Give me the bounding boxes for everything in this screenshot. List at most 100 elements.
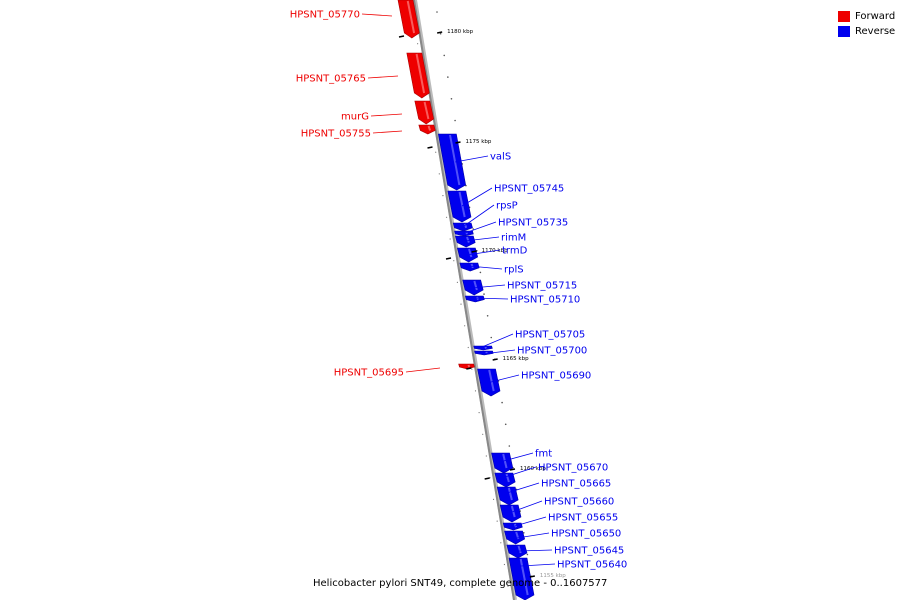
gene-label[interactable]: HPSNT_05765: [296, 74, 366, 85]
gene-arrow[interactable]: [491, 452, 514, 474]
gene-leader-line: [471, 284, 506, 289]
gene-label[interactable]: HPSNT_05735: [498, 218, 568, 229]
gene-label[interactable]: HPSNT_05670: [538, 463, 608, 474]
gene-label[interactable]: HPSNT_05660: [544, 497, 614, 508]
gene-label[interactable]: HPSNT_05745: [494, 184, 564, 195]
gene-highlight: [519, 558, 529, 596]
gene-arrow[interactable]: [473, 345, 493, 351]
gene-arrow[interactable]: [504, 530, 526, 545]
gene-label[interactable]: murG: [341, 112, 369, 123]
gene-arrow[interactable]: [459, 262, 480, 272]
gene-arrow[interactable]: [437, 133, 467, 191]
gene-highlight: [449, 134, 461, 186]
gene-label[interactable]: rplS: [504, 265, 524, 276]
forward-swatch: [838, 11, 850, 22]
tick-mark: [509, 468, 516, 471]
gene-highlight: [505, 473, 510, 483]
tick-mark: [455, 141, 461, 144]
tick-mark: [437, 31, 443, 34]
gene-label[interactable]: rpsP: [496, 201, 518, 212]
gene-arrow[interactable]: [464, 295, 485, 303]
gene-highlight: [415, 53, 426, 94]
gene-label[interactable]: HPSNT_05650: [551, 529, 621, 540]
minor-dot: [479, 271, 482, 274]
minor-dot: [482, 433, 484, 435]
gene-leader-line: [468, 265, 503, 270]
legend-forward: Forward: [838, 9, 895, 24]
gene-label[interactable]: HPSNT_05770: [290, 10, 360, 21]
gene-label[interactable]: HPSNT_05755: [301, 129, 371, 140]
gene-arrow[interactable]: [508, 557, 535, 600]
gene-arrow[interactable]: [452, 222, 473, 232]
gene-label[interactable]: HPSNT_05695: [334, 368, 404, 379]
minor-dot: [445, 216, 448, 218]
minor-dot: [460, 303, 462, 305]
tick-mark: [466, 367, 472, 370]
gene-label[interactable]: fmt: [535, 449, 552, 460]
tick-mark: [492, 358, 498, 361]
gene-arrow[interactable]: [506, 544, 528, 559]
tick-mark: [471, 250, 477, 253]
gene-arrow[interactable]: [499, 504, 522, 523]
minor-dot: [453, 260, 455, 262]
gene-leader-line: [454, 155, 489, 163]
gene-arrow[interactable]: [454, 235, 476, 248]
gene-arrow[interactable]: [474, 350, 494, 356]
minor-dot: [471, 368, 473, 370]
gene-arrow[interactable]: [494, 472, 516, 488]
minor-dot: [435, 151, 437, 153]
gene-leader-line: [514, 516, 547, 527]
gene-label[interactable]: HPSNT_05705: [515, 330, 585, 341]
minor-dot: [483, 293, 485, 295]
minor-dot: [500, 542, 502, 544]
gene-label[interactable]: HPSNT_05690: [521, 371, 591, 382]
minor-dot: [456, 281, 458, 283]
gene-arrow[interactable]: [447, 190, 472, 223]
minor-dot: [442, 195, 444, 197]
minor-dot: [490, 336, 493, 339]
gene-label[interactable]: trmD: [502, 246, 528, 257]
gene-highlight: [466, 236, 470, 243]
gene-arrow[interactable]: [418, 124, 436, 135]
gene-label[interactable]: HPSNT_05665: [541, 479, 611, 490]
gene-label[interactable]: HPSNT_05655: [548, 513, 618, 524]
gene-leader-line: [464, 221, 497, 234]
gene-highlight: [473, 280, 478, 291]
gene-label[interactable]: rimM: [501, 233, 526, 244]
tick-label: 1180 kbp: [447, 29, 473, 35]
minor-dot: [464, 325, 466, 327]
gene-leader-line: [482, 349, 516, 355]
gene-highlight: [517, 545, 522, 554]
minor-dot: [508, 445, 511, 447]
gene-labels: HPSNT_05770 HPSNT_05765 murG HPSNT_05755val…: [290, 10, 628, 571]
gene-arrow[interactable]: [454, 230, 474, 237]
minor-dot: [454, 119, 456, 122]
gene-label[interactable]: HPSNT_05700: [517, 346, 587, 357]
gene-leader-line: [516, 532, 550, 539]
gene-leader-line: [473, 297, 509, 300]
gene-leader-line: [486, 374, 520, 384]
gene-label[interactable]: HPSNT_05645: [554, 546, 624, 557]
minor-dot: [507, 585, 509, 587]
gene-label[interactable]: valS: [490, 152, 511, 163]
gene-arrow[interactable]: [462, 279, 484, 296]
minor-dot: [501, 401, 503, 404]
minor-dot: [472, 228, 474, 230]
gene-label[interactable]: HPSNT_05715: [507, 281, 577, 292]
gene-highlight: [427, 125, 432, 131]
gene-leader-line: [372, 130, 403, 134]
gene-highlight: [406, 0, 416, 34]
tick-label: 1165 kbp: [503, 356, 529, 362]
gene-label[interactable]: HPSNT_05710: [510, 295, 580, 306]
minor-dot: [436, 11, 438, 13]
tick-label: 1155 kbp: [540, 573, 566, 579]
minor-dot: [496, 520, 498, 522]
gene-highlight: [468, 248, 473, 258]
gene-leader-line: [511, 500, 543, 513]
gene-leader-line: [464, 236, 500, 242]
gene-arrow[interactable]: [502, 522, 523, 531]
gene-label[interactable]: HPSNT_05640: [557, 560, 627, 571]
gene-leader-line: [506, 482, 540, 494]
minor-dot: [417, 43, 419, 45]
